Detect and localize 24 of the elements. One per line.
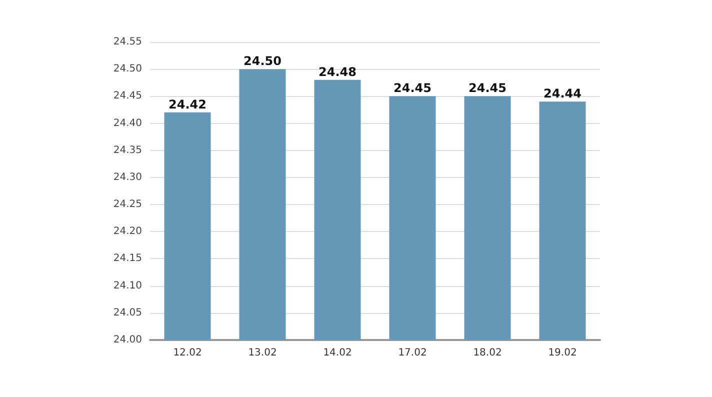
data-label: 24.44 [544,86,582,101]
data-label: 24.45 [394,81,432,96]
data-label: 24.48 [318,64,356,79]
y-tick-label: 24.25 [113,199,142,210]
y-tick-label: 24.35 [113,144,142,156]
x-tick-label: 12.02 [173,348,202,358]
data-label: 24.45 [468,81,506,96]
y-tick-label: 24.10 [113,280,142,292]
data-label: 24.42 [168,97,206,112]
y-tick-label: 24.15 [113,253,142,264]
y-tick-label: 24.30 [113,172,142,183]
y-tick-label: 24.00 [113,334,142,346]
x-tick-label: 17.02 [398,348,427,358]
y-tick-label: 24.20 [113,226,142,238]
y-tick-label: 24.55 [113,36,142,48]
x-tick-label: 13.02 [248,348,277,358]
y-tick-label: 24.05 [113,307,142,318]
y-tick-label: 24.45 [113,90,142,102]
data-label: 24.50 [244,54,282,68]
x-tick-label: 14.02 [323,348,352,358]
y-tick-label: 24.50 [113,64,142,75]
y-tick-label: 24.40 [113,118,142,129]
x-tick-label: 19.02 [548,348,577,358]
x-tick-label: 18.02 [473,348,502,358]
